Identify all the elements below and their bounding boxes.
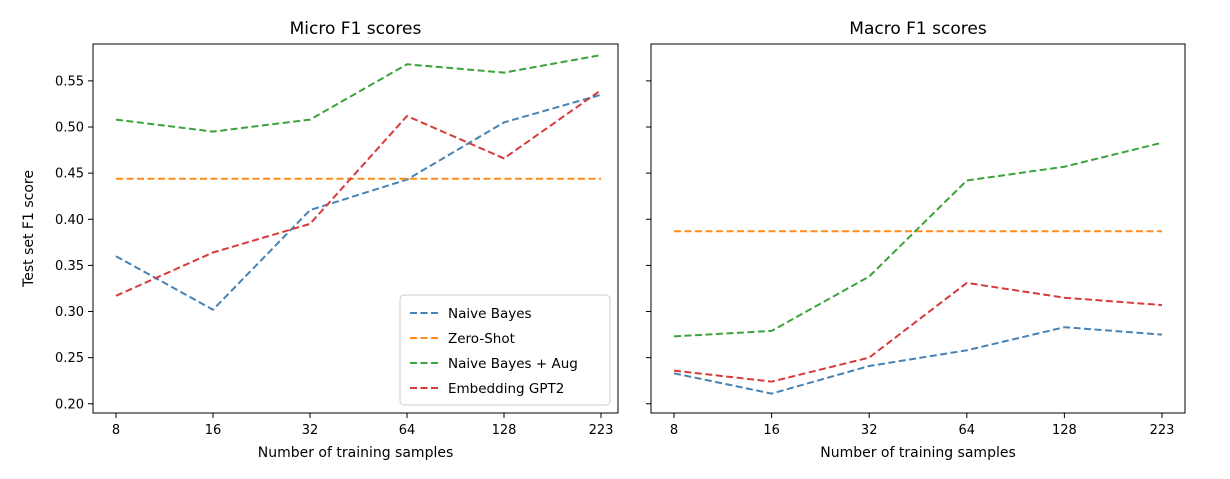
y-tick-label: 0.45 [55,167,84,182]
x-tick-label: 128 [1052,423,1077,438]
x-tick-label: 32 [861,423,878,438]
y-tick-label: 0.25 [55,351,84,366]
y-tick-label: 0.40 [55,213,84,228]
chart-title: Micro F1 scores [290,19,422,39]
y-tick-label: 0.35 [55,259,84,274]
series-line-2 [673,141,1163,338]
legend: Naive Bayes Zero-Shot Naive Bayes + Aug Emb… [399,294,611,406]
y-axis-label: Test set F1 score [21,170,37,288]
legend-box [399,294,611,406]
x-tick-label: 128 [492,423,517,438]
series-line-0 [673,326,1163,395]
series-line-2 [115,54,602,133]
x-tick-label: 64 [399,423,416,438]
legend-label: Embedding GPT2 [448,381,564,397]
x-tick-label: 16 [205,423,222,438]
plot-frame [92,43,619,414]
x-tick-label: 32 [302,423,319,438]
micro-f1-chart: Micro F1 scores Number of training sample… [21,19,619,461]
y-tick-label: 0.55 [55,74,84,89]
chart-title: Macro F1 scores [849,19,987,39]
y-tick-label: 0.50 [55,121,84,136]
x-tick-label: 64 [959,423,976,438]
x-tick-label: 8 [670,423,678,438]
plot-frame [650,43,1186,414]
series-line-3 [673,281,1163,383]
x-tick-label: 16 [763,423,780,438]
legend-label: Naive Bayes + Aug [448,356,578,372]
series-line-3 [115,89,602,297]
y-tick-label: 0.30 [55,305,84,320]
legend-label: Naive Bayes [448,306,532,322]
x-tick-label: 223 [1150,423,1175,438]
x-tick-label: 8 [112,423,120,438]
x-axis-label: Number of training samples [258,445,454,461]
x-axis-label: Number of training samples [820,445,1016,461]
legend-label: Zero-Shot [448,331,515,347]
y-tick-label: 0.20 [55,397,84,412]
series-line-0 [115,93,602,311]
x-tick-label: 223 [589,423,614,438]
macro-f1-chart: Macro F1 scores Number of training sample… [646,19,1186,461]
